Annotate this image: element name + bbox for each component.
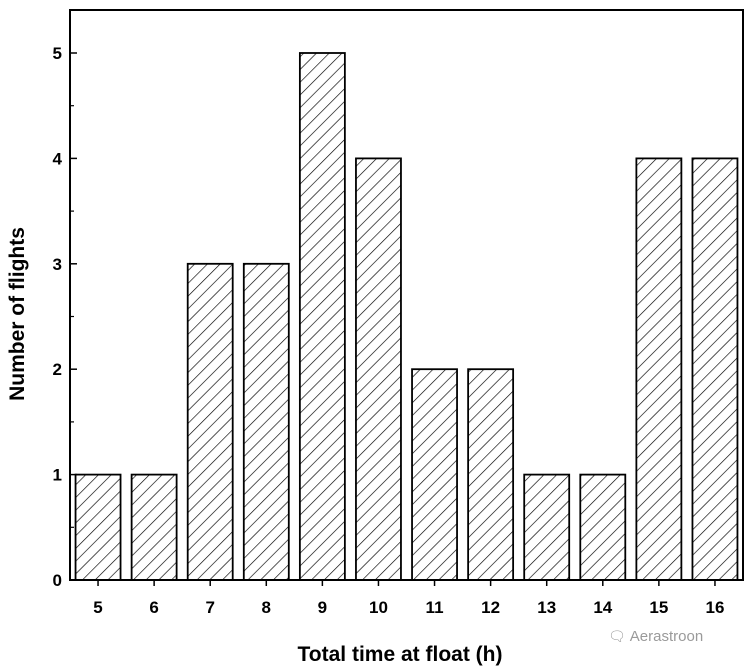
x-tick-label: 9 [318,598,327,617]
y-tick-label: 1 [53,466,62,485]
x-tick-label: 14 [593,598,612,617]
bars-group [74,52,739,581]
x-tick-label: 10 [369,598,388,617]
bar-5 [74,473,122,581]
x-tick-label: 7 [205,598,214,617]
y-tick-label: 2 [53,360,62,379]
x-tick-label: 8 [262,598,271,617]
bar-12 [467,368,515,581]
x-tick-label: 12 [481,598,500,617]
x-axis: 5 6 7 8 9 10 11 12 13 14 15 16 [93,580,724,617]
y-axis-title: Number of flights [6,227,29,401]
x-tick-label: 16 [705,598,724,617]
watermark-text: Aerastroon [629,628,704,645]
y-tick-label: 3 [53,255,62,274]
y-tick-label: 0 [53,571,62,590]
bar-15 [635,157,683,581]
bar-11 [411,368,458,581]
bar-7 [186,262,234,581]
x-tick-label: 11 [426,598,444,617]
x-axis-title: Total time at float (h) [298,643,503,666]
watermark: 🗨 Aerastroon [608,628,703,645]
y-axis: 0 1 2 3 4 5 [53,44,77,590]
bar-16 [691,157,739,581]
x-tick-label: 13 [537,598,556,617]
x-tick-label: 15 [649,598,668,617]
wechat-icon: 🗨 [608,628,626,644]
bar-14 [579,473,627,581]
bar-10 [355,157,402,581]
x-tick-label: 5 [93,598,102,617]
y-tick-label: 4 [53,149,63,168]
y-tick-label: 5 [53,44,62,63]
bar-9 [298,52,346,581]
x-tick-label: 6 [149,598,158,617]
bar-13 [523,473,571,581]
bar-8 [242,262,290,581]
plot-frame [69,9,744,581]
bar-6 [130,473,178,581]
